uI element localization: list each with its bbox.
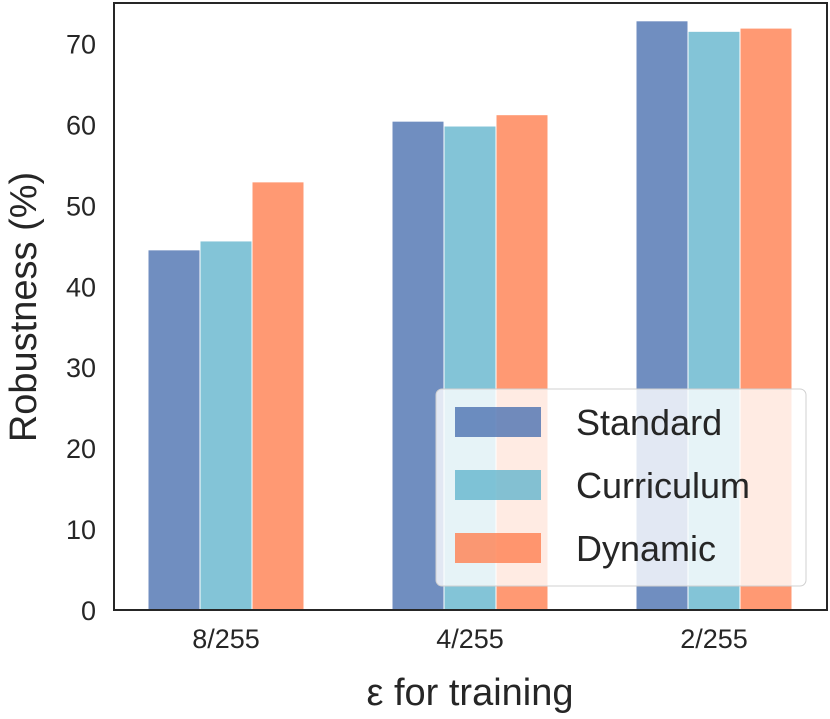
legend: Standard Curriculum Dynamic xyxy=(435,388,807,587)
x-axis-ticks: 8/255 4/255 2/255 xyxy=(192,624,748,654)
legend-swatch-curriculum xyxy=(455,470,541,500)
legend-swatch-standard xyxy=(455,407,541,437)
x-tick-label-1: 4/255 xyxy=(436,624,504,654)
bar-standard-0 xyxy=(147,249,201,611)
y-axis-label: Robustness (%) xyxy=(3,172,45,442)
legend-label-curriculum: Curriculum xyxy=(576,465,750,506)
plot-frame xyxy=(113,2,828,611)
y-tick-label-1: 10 xyxy=(66,515,96,545)
y-tick-label-0: 0 xyxy=(81,596,96,626)
y-tick-label-5: 50 xyxy=(66,191,96,221)
y-tick-label-4: 40 xyxy=(66,272,96,302)
bar-curriculum-0 xyxy=(199,240,253,611)
x-tick-label-2: 2/255 xyxy=(680,624,748,654)
x-tick-label-0: 8/255 xyxy=(192,624,260,654)
y-tick-label-2: 20 xyxy=(66,434,96,464)
legend-label-standard: Standard xyxy=(576,402,722,443)
bar-standard-1 xyxy=(391,120,445,611)
legend-swatch-dynamic xyxy=(455,533,541,563)
y-tick-label-7: 70 xyxy=(66,29,96,59)
bar-dynamic-0 xyxy=(251,181,305,611)
x-axis-label: ε for training xyxy=(366,672,573,714)
y-axis-ticks: 0 10 20 30 40 50 60 70 xyxy=(66,29,96,626)
legend-label-dynamic: Dynamic xyxy=(576,528,716,569)
y-tick-label-6: 60 xyxy=(66,110,96,140)
y-tick-label-3: 30 xyxy=(66,353,96,383)
